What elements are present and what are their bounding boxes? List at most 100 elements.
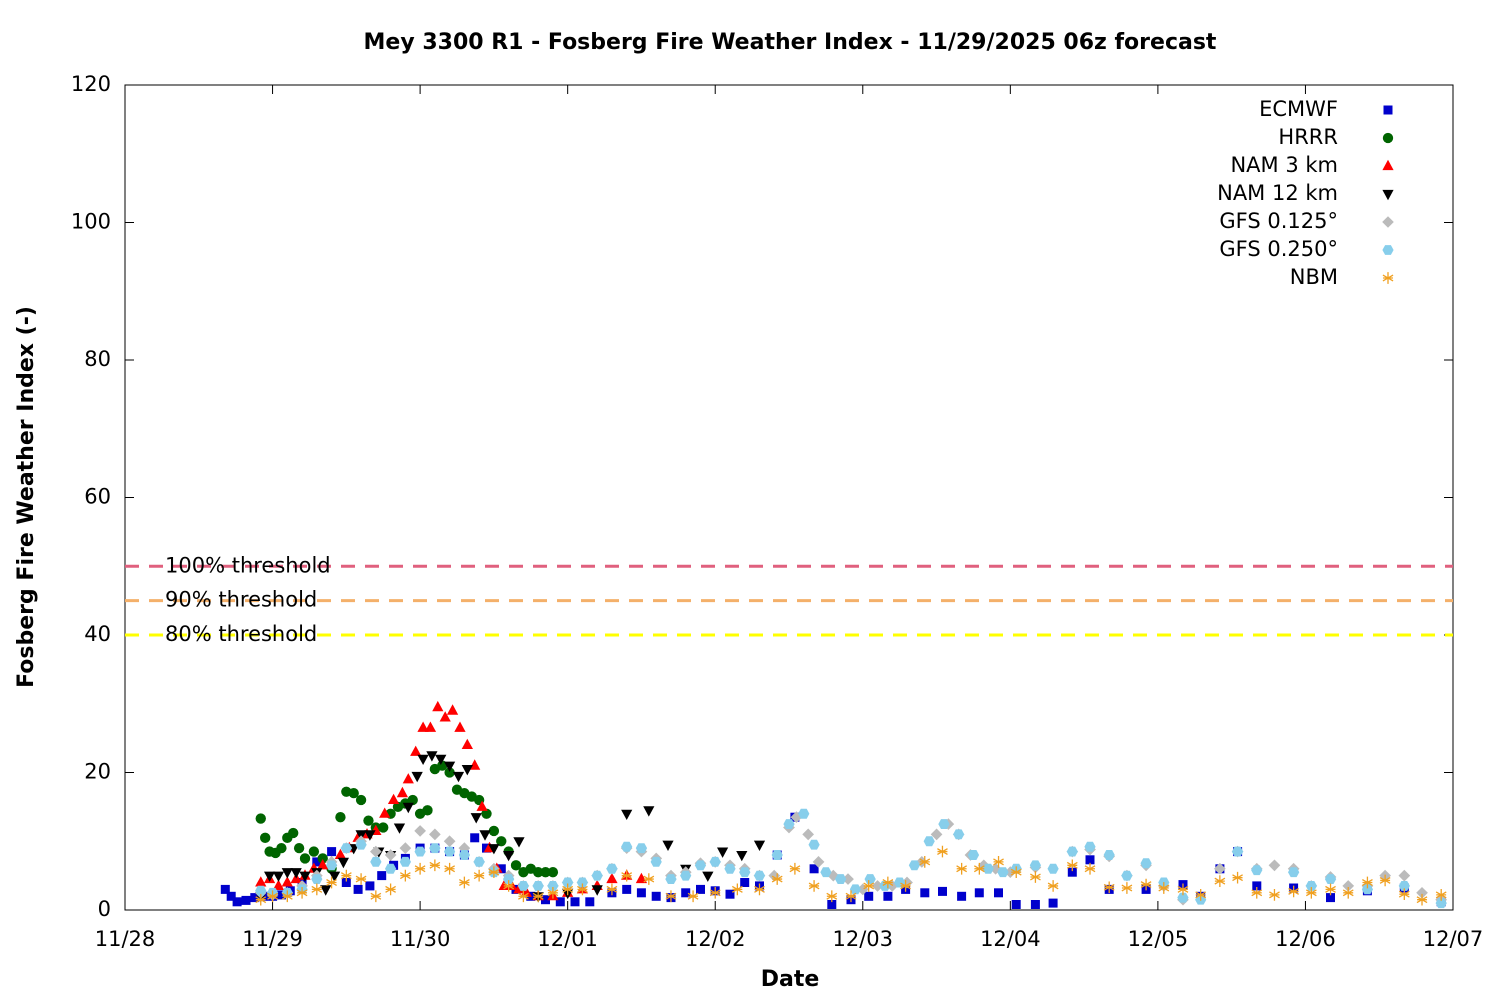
threshold-label: 80% threshold xyxy=(165,622,317,646)
data-point xyxy=(503,874,515,884)
data-point xyxy=(335,812,346,823)
data-point xyxy=(725,889,735,899)
data-point xyxy=(328,871,341,882)
data-point xyxy=(299,871,311,882)
data-point xyxy=(739,867,751,878)
data-point xyxy=(255,876,267,887)
data-point xyxy=(680,870,692,881)
data-point xyxy=(798,808,810,819)
y-tick-label: 20 xyxy=(84,760,111,784)
data-point xyxy=(417,721,429,732)
data-point xyxy=(994,888,1003,898)
data-point xyxy=(1435,889,1447,901)
data-point xyxy=(930,828,943,841)
data-point xyxy=(317,859,329,870)
data-point xyxy=(435,754,447,765)
data-point xyxy=(410,745,422,756)
x-tick-label: 12/07 xyxy=(1423,927,1484,951)
data-point xyxy=(355,794,367,806)
data-point xyxy=(871,880,884,892)
data-point xyxy=(591,885,603,896)
data-point xyxy=(1004,866,1017,878)
data-point xyxy=(753,840,766,851)
data-point xyxy=(1324,874,1337,884)
data-point xyxy=(517,881,529,891)
data-point xyxy=(938,886,947,896)
data-point xyxy=(1379,874,1391,887)
data-point xyxy=(1435,898,1447,909)
data-point xyxy=(1305,881,1317,891)
data-point xyxy=(920,888,930,898)
data-point xyxy=(327,847,337,857)
x-tick-label: 12/01 xyxy=(537,927,598,951)
data-point xyxy=(591,870,603,881)
data-point xyxy=(424,721,437,732)
data-point xyxy=(808,880,820,892)
data-point xyxy=(355,839,367,850)
data-point xyxy=(621,809,633,820)
x-tick-label: 11/29 xyxy=(242,927,303,951)
data-point xyxy=(326,860,338,871)
data-point xyxy=(337,857,349,869)
data-point xyxy=(622,884,632,894)
data-point xyxy=(532,867,544,878)
data-point xyxy=(1305,886,1317,899)
data-point xyxy=(288,827,299,839)
data-point xyxy=(260,832,271,843)
data-point xyxy=(1325,883,1336,896)
data-point xyxy=(276,842,287,854)
data-point xyxy=(802,828,814,841)
data-point xyxy=(1177,892,1189,903)
data-point xyxy=(842,873,854,885)
data-point xyxy=(665,890,677,903)
data-point xyxy=(422,805,433,816)
data-point xyxy=(393,823,406,834)
data-point xyxy=(444,846,456,857)
y-tick-label: 0 xyxy=(98,897,111,921)
legend-marker xyxy=(1382,216,1394,228)
data-point xyxy=(496,836,507,847)
data-point xyxy=(334,848,347,859)
y-tick-label: 100 xyxy=(71,210,111,234)
data-point xyxy=(635,872,648,884)
data-point xyxy=(540,867,551,878)
legend-label: GFS 0.125° xyxy=(1219,209,1338,233)
data-point xyxy=(694,860,707,871)
y-tick-label: 120 xyxy=(71,72,111,96)
data-point xyxy=(576,877,588,888)
data-point xyxy=(1288,885,1300,898)
data-point xyxy=(826,890,838,903)
data-point xyxy=(709,886,721,899)
data-point xyxy=(606,883,618,896)
data-point xyxy=(473,869,485,882)
data-point xyxy=(370,856,382,867)
data-point xyxy=(562,883,574,896)
data-point xyxy=(241,895,251,905)
data-point xyxy=(340,869,352,882)
data-point xyxy=(789,862,801,875)
data-point xyxy=(541,895,550,905)
data-point xyxy=(488,866,500,879)
data-point xyxy=(997,867,1009,878)
x-axis-label: Date xyxy=(761,967,820,992)
data-point xyxy=(900,880,911,892)
legend-label: HRRR xyxy=(1278,125,1338,149)
x-tick-label: 12/02 xyxy=(685,927,746,951)
data-point xyxy=(1177,883,1189,896)
data-point xyxy=(385,863,397,874)
data-point xyxy=(938,819,950,829)
data-point xyxy=(1121,882,1133,894)
data-point xyxy=(974,888,984,898)
data-point xyxy=(820,867,832,878)
data-point xyxy=(1047,863,1059,874)
legend-marker xyxy=(1382,159,1394,171)
data-point xyxy=(399,842,412,854)
data-point xyxy=(326,876,337,889)
data-point xyxy=(470,813,482,824)
legend-marker xyxy=(1382,245,1394,255)
data-point xyxy=(768,869,781,882)
y-axis-label: Fosberg Fire Weather Index (-) xyxy=(14,306,39,688)
data-point xyxy=(414,846,426,857)
data-point xyxy=(1085,855,1095,865)
data-point xyxy=(1251,865,1263,876)
